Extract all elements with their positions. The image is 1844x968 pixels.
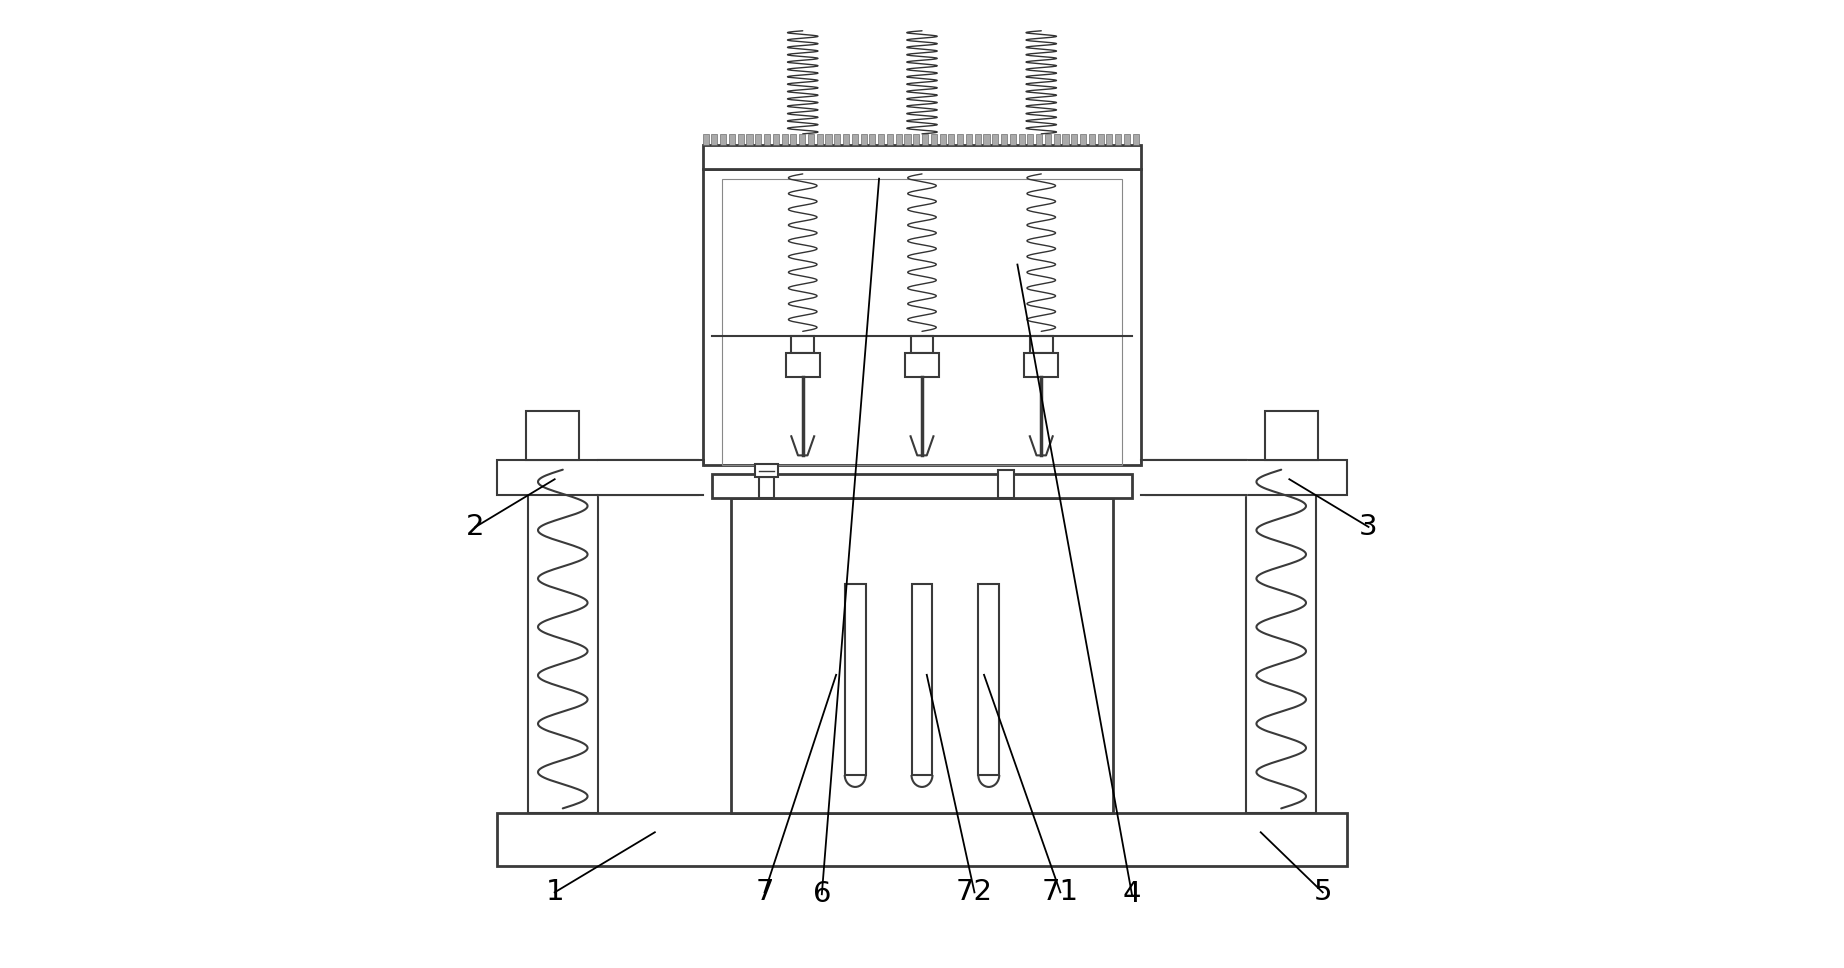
Bar bbox=[1011, 134, 1016, 145]
Bar bbox=[887, 134, 892, 145]
Bar bbox=[905, 353, 939, 378]
Bar bbox=[998, 469, 1014, 499]
Bar bbox=[773, 134, 778, 145]
Bar bbox=[1046, 134, 1051, 145]
Text: 71: 71 bbox=[1042, 878, 1079, 906]
Bar bbox=[1147, 460, 1346, 496]
Bar bbox=[1106, 134, 1112, 145]
Bar bbox=[931, 134, 937, 145]
Bar bbox=[786, 353, 821, 378]
Bar bbox=[798, 134, 806, 145]
Bar bbox=[1018, 134, 1025, 145]
Bar bbox=[911, 584, 933, 775]
Bar bbox=[957, 134, 963, 145]
Bar bbox=[1001, 134, 1007, 145]
Bar bbox=[1088, 134, 1095, 145]
Bar bbox=[712, 134, 717, 145]
Bar bbox=[904, 134, 911, 145]
Bar bbox=[948, 134, 955, 145]
Bar bbox=[791, 336, 815, 353]
Text: 4: 4 bbox=[1123, 880, 1141, 908]
Bar bbox=[869, 134, 876, 145]
Bar bbox=[896, 134, 902, 145]
Bar bbox=[833, 134, 841, 145]
Bar bbox=[754, 464, 778, 477]
Bar bbox=[911, 336, 933, 353]
Bar bbox=[703, 169, 1141, 465]
Bar bbox=[760, 477, 774, 499]
Bar bbox=[1123, 134, 1130, 145]
Bar bbox=[712, 474, 1132, 499]
Bar bbox=[1116, 134, 1121, 145]
Bar bbox=[738, 134, 743, 145]
Bar bbox=[782, 134, 787, 145]
Bar bbox=[808, 134, 813, 145]
Bar bbox=[826, 134, 832, 145]
Text: 6: 6 bbox=[813, 880, 832, 908]
Bar bbox=[763, 134, 771, 145]
Bar bbox=[1132, 134, 1140, 145]
Text: 5: 5 bbox=[1313, 878, 1331, 906]
Bar bbox=[983, 134, 990, 145]
Bar bbox=[732, 499, 1112, 813]
Bar bbox=[992, 134, 998, 145]
Bar bbox=[1023, 353, 1058, 378]
Text: 3: 3 bbox=[1359, 513, 1377, 541]
Bar bbox=[966, 134, 972, 145]
Bar bbox=[791, 134, 797, 145]
Bar bbox=[922, 134, 928, 145]
Bar bbox=[1071, 134, 1077, 145]
Bar bbox=[747, 134, 752, 145]
Bar bbox=[852, 134, 857, 145]
Bar bbox=[913, 134, 920, 145]
Text: 7: 7 bbox=[756, 878, 774, 906]
Bar bbox=[845, 584, 865, 775]
Bar bbox=[1097, 134, 1105, 145]
Bar bbox=[1062, 134, 1068, 145]
Bar bbox=[975, 134, 981, 145]
Bar bbox=[1265, 410, 1318, 460]
Bar bbox=[498, 460, 697, 496]
Text: 2: 2 bbox=[467, 513, 485, 541]
Bar bbox=[1027, 134, 1033, 145]
Bar bbox=[878, 134, 885, 145]
Bar bbox=[1053, 134, 1060, 145]
Bar bbox=[526, 410, 579, 460]
Bar bbox=[1247, 465, 1317, 813]
Text: 72: 72 bbox=[955, 878, 992, 906]
Text: 1: 1 bbox=[546, 878, 564, 906]
Bar bbox=[1081, 134, 1086, 145]
Bar bbox=[817, 134, 822, 145]
Bar bbox=[527, 465, 597, 813]
Bar bbox=[940, 134, 946, 145]
Bar bbox=[728, 134, 736, 145]
Bar bbox=[1036, 134, 1042, 145]
Bar bbox=[843, 134, 848, 145]
Bar bbox=[498, 813, 1346, 865]
Bar bbox=[756, 134, 762, 145]
Bar bbox=[703, 134, 708, 145]
Bar bbox=[861, 134, 867, 145]
Bar bbox=[703, 145, 1141, 169]
Bar bbox=[1029, 336, 1053, 353]
Bar bbox=[979, 584, 999, 775]
Bar bbox=[721, 134, 727, 145]
Bar bbox=[721, 179, 1123, 465]
